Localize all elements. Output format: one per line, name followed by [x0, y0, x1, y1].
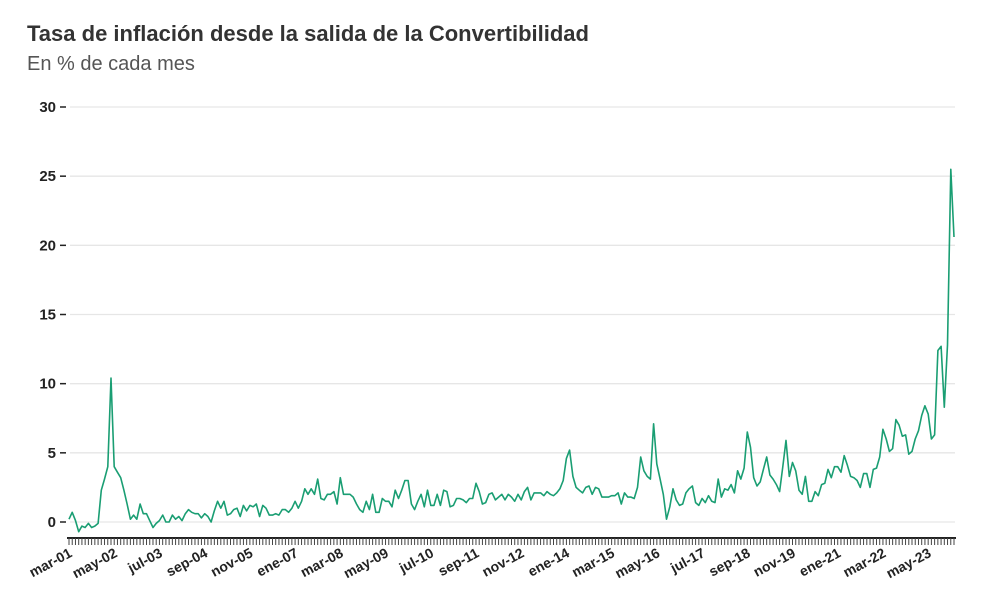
x-tick-label: nov-05 — [208, 544, 256, 579]
y-tick-label: 25 — [39, 168, 56, 185]
x-tick-label: sep-11 — [435, 544, 481, 579]
x-tick-label: may-23 — [883, 544, 933, 581]
x-tick-label: nov-19 — [751, 544, 799, 579]
x-tick-label: sep-04 — [163, 544, 210, 579]
x-tick-label: jul-17 — [667, 544, 708, 576]
x-tick-label: jul-03 — [124, 544, 165, 576]
y-tick-label: 30 — [39, 99, 56, 116]
x-tick-label: ene-14 — [525, 544, 572, 579]
x-tick-label: may-16 — [612, 544, 662, 581]
x-tick-label: mar-08 — [298, 544, 346, 580]
x-tick-label: may-09 — [341, 544, 391, 581]
x-tick-label: nov-12 — [479, 544, 527, 579]
y-tick-label: 5 — [48, 445, 56, 462]
y-tick-label: 20 — [39, 237, 56, 254]
x-tick-label: mar-22 — [840, 544, 888, 580]
y-tick-label: 10 — [39, 376, 56, 393]
x-tick-label: may-02 — [69, 544, 119, 581]
x-tick-label: ene-21 — [796, 544, 843, 579]
x-tick-label: sep-18 — [706, 544, 753, 579]
y-tick-label: 0 — [48, 514, 56, 531]
chart-subtitle: En % de cada mes — [27, 53, 195, 75]
y-tick-label: 15 — [39, 307, 56, 324]
x-tick-label: mar-15 — [569, 544, 617, 580]
inflation-series-line — [68, 168, 955, 533]
x-tick-label: mar-01 — [26, 544, 74, 580]
x-tick-label: ene-07 — [254, 544, 301, 579]
chart-title: Tasa de inflación desde la salida de la … — [27, 21, 589, 46]
x-tick-label: jul-10 — [395, 544, 436, 576]
